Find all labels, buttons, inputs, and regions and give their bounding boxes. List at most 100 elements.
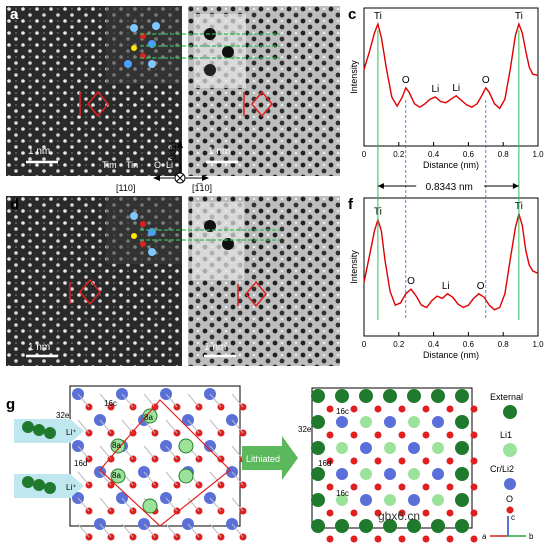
bond bbox=[121, 393, 134, 408]
bond bbox=[165, 393, 178, 408]
external-li-atom bbox=[431, 519, 445, 533]
li-ion bbox=[22, 476, 34, 488]
distance-label-bg bbox=[416, 179, 485, 192]
distance-arrow-head-right bbox=[512, 183, 519, 189]
scale-bar-label-b: 1 nm bbox=[208, 146, 231, 157]
o-atom bbox=[326, 431, 334, 439]
o-atom bbox=[422, 535, 430, 543]
bond bbox=[165, 471, 178, 486]
bond bbox=[165, 419, 178, 434]
intensity-profiles: 0 0.2 0.4 0.6 0.8 1.0 Distance (nm) Intensity Ti… bbox=[349, 7, 544, 360]
panel-label-d: d bbox=[10, 196, 20, 213]
site-label-left-0: 32e bbox=[56, 411, 70, 420]
bond bbox=[99, 393, 112, 408]
panel-label-a: a bbox=[10, 6, 19, 23]
external-li-atom bbox=[455, 493, 469, 507]
lithiated-arrow-shape bbox=[242, 436, 298, 480]
lattice-atom bbox=[432, 442, 444, 454]
lattice-atom bbox=[408, 416, 420, 428]
bond bbox=[209, 523, 222, 538]
o-atom bbox=[350, 535, 358, 543]
chart-c: 0 0.2 0.4 0.6 0.8 1.0 Distance (nm) Intensity Ti… bbox=[349, 7, 544, 170]
bond bbox=[121, 497, 134, 512]
x-axis-label-f: Distance (nm) bbox=[423, 350, 479, 360]
scale-bar-label-e: 1 nm bbox=[204, 342, 227, 353]
lattice-atom bbox=[360, 442, 372, 454]
legend-o-dot bbox=[506, 506, 514, 514]
y-axis-label-f: Intensity bbox=[349, 250, 359, 284]
bond bbox=[99, 523, 112, 538]
abf-lattice-e bbox=[188, 196, 340, 366]
bond bbox=[99, 497, 112, 512]
bond bbox=[77, 419, 90, 434]
bond bbox=[209, 419, 222, 434]
bond bbox=[99, 471, 112, 486]
legend-o: O bbox=[506, 494, 513, 504]
external-li-atom bbox=[359, 389, 373, 403]
o-atom bbox=[398, 431, 406, 439]
lithiated-label: Lithiated bbox=[246, 454, 280, 464]
o-atom bbox=[350, 405, 358, 413]
haadf-image-d: d 1 nm bbox=[6, 196, 182, 366]
x-axis-label-c: Distance (nm) bbox=[423, 160, 479, 170]
distance-label: 0.8343 nm bbox=[426, 182, 473, 193]
o-atom bbox=[398, 509, 406, 517]
x-tick-label-c: 0.4 bbox=[428, 150, 440, 159]
lattice-atom bbox=[336, 468, 348, 480]
li-ion bbox=[44, 482, 56, 494]
o-atom bbox=[446, 457, 454, 465]
lithiated-structure: 32e 16d 16c 16c bbox=[298, 387, 478, 543]
panel-label-g: g bbox=[6, 396, 16, 413]
li-ion bbox=[33, 479, 45, 491]
li-8a-atom bbox=[142, 408, 158, 424]
site-label-left-1: 16d bbox=[74, 459, 87, 468]
external-li-atom bbox=[383, 389, 397, 403]
o-atom bbox=[326, 509, 334, 517]
lattice-atom bbox=[336, 494, 348, 506]
legend-li: Li bbox=[166, 160, 174, 170]
peak-label-f-3: O bbox=[477, 281, 485, 292]
bond bbox=[121, 523, 134, 538]
site-label-left-3: 8a bbox=[112, 441, 121, 450]
x-tick-label-f: 0.8 bbox=[498, 340, 510, 349]
o-atom bbox=[350, 457, 358, 465]
bond bbox=[209, 445, 222, 460]
external-li-atom bbox=[407, 519, 421, 533]
li-8a-atom bbox=[178, 468, 194, 484]
bond bbox=[231, 523, 244, 538]
o-atom bbox=[470, 405, 478, 413]
site-label-left-2: 16c bbox=[104, 399, 117, 408]
external-li-atom bbox=[431, 389, 445, 403]
bond bbox=[165, 523, 178, 538]
bond bbox=[209, 393, 222, 408]
peak-label-c-3: Li bbox=[452, 83, 460, 94]
lattice-atom bbox=[432, 416, 444, 428]
o-atom bbox=[326, 483, 334, 491]
external-li-atom bbox=[455, 415, 469, 429]
bond bbox=[143, 393, 156, 408]
peak-label-c-4: O bbox=[482, 75, 490, 86]
intensity-curve-c bbox=[363, 21, 539, 110]
li-8a-atom bbox=[110, 468, 126, 484]
o-atom bbox=[398, 535, 406, 543]
legend-crli2: Cr/Li2 bbox=[490, 464, 514, 474]
o-atom bbox=[470, 483, 478, 491]
o-atom bbox=[374, 457, 382, 465]
watermark: gbx6.cn bbox=[378, 509, 420, 523]
bond bbox=[231, 419, 244, 434]
lattice-atom bbox=[408, 494, 420, 506]
external-li-atom bbox=[335, 519, 349, 533]
axis-label-110: [110] bbox=[116, 183, 136, 193]
o-atom bbox=[350, 483, 358, 491]
bond bbox=[143, 445, 156, 460]
axis-b-label: b bbox=[529, 532, 534, 541]
lattice-atom bbox=[408, 442, 420, 454]
o-atom bbox=[398, 405, 406, 413]
legend-li1: Li1 bbox=[500, 430, 512, 440]
legend-crli2-dot bbox=[504, 478, 516, 490]
o-atom bbox=[374, 405, 382, 413]
external-li-atom bbox=[455, 467, 469, 481]
lattice-atom bbox=[432, 494, 444, 506]
o-atom bbox=[446, 405, 454, 413]
bond bbox=[231, 393, 244, 408]
